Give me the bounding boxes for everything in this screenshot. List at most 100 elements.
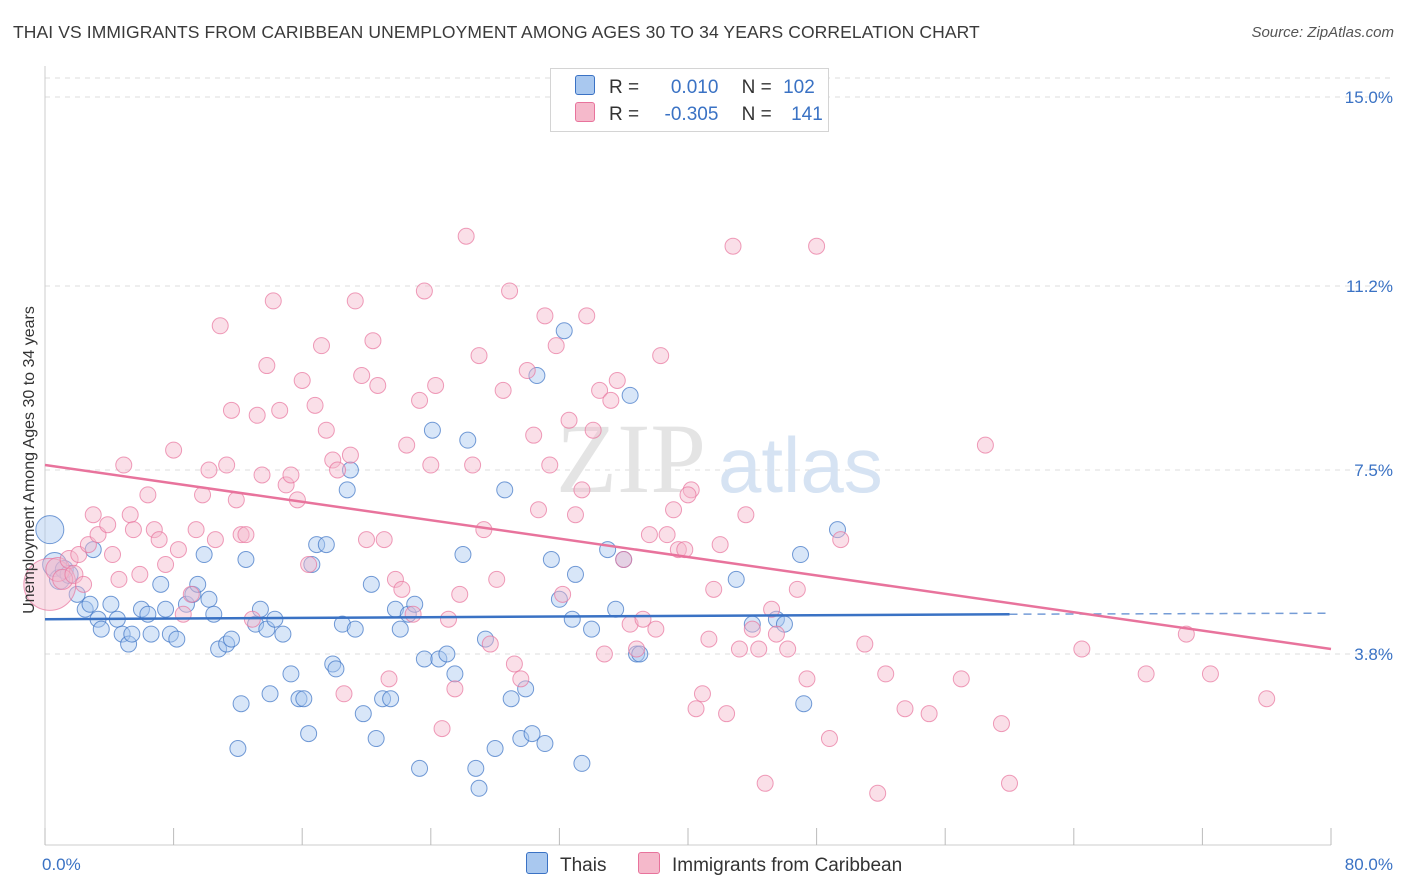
thais-point-67 <box>438 645 456 663</box>
caribbean-point-15 <box>124 521 142 539</box>
thais-point-22 <box>168 630 186 648</box>
caribbean-point-85 <box>536 307 554 325</box>
thais-point-63 <box>411 759 429 777</box>
caribbean-point-98 <box>615 551 633 569</box>
thais-point-84 <box>555 322 573 340</box>
thais-point-73 <box>476 630 494 648</box>
caribbean-point-74 <box>470 347 488 365</box>
caribbean-point-119 <box>743 620 761 638</box>
thais-point-26 <box>195 546 213 564</box>
thais-point-69 <box>454 546 472 564</box>
bottom-legend-swatch-blue <box>526 852 548 874</box>
thais-point-19 <box>152 575 170 593</box>
caribbean-point-39 <box>264 292 282 310</box>
thais-point-41 <box>282 665 300 683</box>
caribbean-point-112 <box>700 630 718 648</box>
thais-point-66 <box>430 650 448 668</box>
caribbean-point-67 <box>427 376 445 394</box>
caribbean-point-128 <box>820 730 838 748</box>
caribbean-point-127 <box>808 237 826 255</box>
caribbean-point-59 <box>380 670 398 688</box>
caribbean-point-122 <box>763 600 781 618</box>
caribbean-point-37 <box>253 466 271 484</box>
thais-point-49 <box>327 660 345 678</box>
caribbean-point-104 <box>652 347 670 365</box>
caribbean-point-31 <box>222 401 240 419</box>
caribbean-point-54 <box>353 367 371 384</box>
thais-point-64 <box>415 650 433 668</box>
caribbean-trend-line <box>44 463 1332 651</box>
caribbean-point-77 <box>488 570 506 588</box>
caribbean-point-140 <box>1137 665 1155 683</box>
bottom-legend-caribbean: Immigrants from Caribbean <box>638 852 902 877</box>
bottom-legend-thais: Thais <box>526 852 606 877</box>
caribbean-point-111 <box>693 685 711 703</box>
trend-lines <box>44 463 1332 651</box>
thais-point-86 <box>566 565 584 583</box>
caribbean-point-136 <box>976 436 994 454</box>
caribbean-point-2 <box>52 568 74 590</box>
caribbean-point-130 <box>856 635 874 653</box>
caribbean-point-91 <box>573 481 591 499</box>
thais-point-50 <box>333 615 351 633</box>
caribbean-point-118 <box>737 506 755 524</box>
caribbean-point-46 <box>306 396 324 414</box>
caribbean-point-16 <box>131 565 149 583</box>
thais-trend-extension <box>1009 612 1332 615</box>
thais-point-46 <box>308 536 326 554</box>
thais-point-72 <box>470 779 488 797</box>
caribbean-point-143 <box>1258 690 1276 708</box>
caribbean-point-65 <box>415 282 433 300</box>
caribbean-point-132 <box>877 665 895 683</box>
y-tick-label-3: 15.0% <box>1345 88 1393 107</box>
thais-point-10 <box>92 620 110 638</box>
thais-point-76 <box>502 690 520 708</box>
thais-trend-line <box>44 612 1010 621</box>
legend-swatch-pink <box>575 102 595 122</box>
caribbean-point-116 <box>724 237 742 255</box>
thais-point-60 <box>391 620 409 638</box>
thais-point-100 <box>727 570 745 588</box>
thais-point-6 <box>76 600 94 618</box>
thais-point-7 <box>81 595 99 613</box>
caribbean-point-102 <box>640 526 658 544</box>
caribbean-point-94 <box>591 381 609 399</box>
thais-point-14 <box>120 635 138 653</box>
caribbean-point-79 <box>501 282 519 300</box>
caribbean-point-105 <box>658 526 676 544</box>
caribbean-point-8 <box>84 506 102 524</box>
caribbean-point-44 <box>293 371 311 389</box>
y-tick-label-2: 11.2% <box>1346 277 1393 296</box>
caribbean-point-120 <box>750 640 768 658</box>
caribbean-point-53 <box>346 292 364 310</box>
thais-point-23 <box>177 595 195 613</box>
thais-point-70 <box>459 431 477 449</box>
caribbean-point-133 <box>896 700 914 718</box>
thais-point-82 <box>542 551 560 569</box>
thais-point-52 <box>341 461 359 479</box>
caribbean-point-58 <box>375 531 393 549</box>
axes <box>44 66 1332 846</box>
thais-point-32 <box>229 739 247 757</box>
caribbean-points <box>23 227 1276 802</box>
thais-point-80 <box>528 367 546 384</box>
legend-swatch-blue <box>575 75 595 95</box>
watermark-zip: ZIP <box>556 403 706 514</box>
caribbean-point-60 <box>386 570 404 588</box>
caribbean-point-1 <box>45 556 71 582</box>
caribbean-point-72 <box>457 227 475 245</box>
thais-point-85 <box>563 610 581 628</box>
thais-point-30 <box>218 635 236 653</box>
caribbean-point-23 <box>174 605 192 623</box>
legend-row-caribbean: R = -0.305 N = 141 <box>575 102 823 126</box>
caribbean-point-84 <box>530 501 548 519</box>
caribbean-point-17 <box>139 486 157 504</box>
thais-point-18 <box>142 625 160 643</box>
caribbean-point-135 <box>952 670 970 688</box>
caribbean-point-96 <box>602 391 620 409</box>
thais-point-34 <box>237 551 255 569</box>
caribbean-point-93 <box>584 421 602 439</box>
caribbean-point-3 <box>59 550 79 570</box>
caribbean-point-80 <box>505 655 523 673</box>
caribbean-point-13 <box>115 456 133 474</box>
